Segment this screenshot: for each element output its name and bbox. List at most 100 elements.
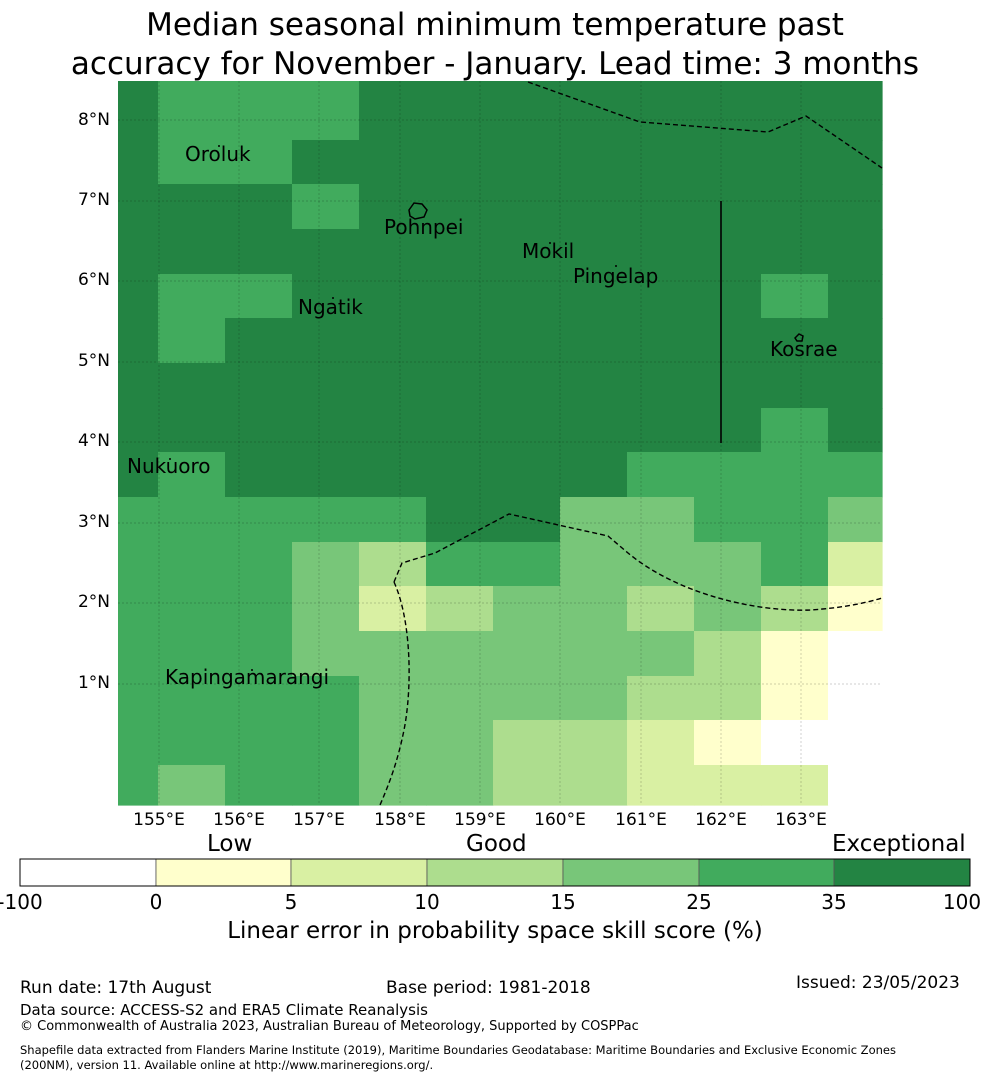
skill-cell bbox=[560, 631, 628, 677]
lat-tick-label: 5°N bbox=[77, 351, 110, 371]
skill-cell bbox=[225, 631, 293, 677]
skill-cell bbox=[761, 631, 829, 677]
skill-cell bbox=[493, 363, 561, 409]
skill-cell bbox=[426, 676, 494, 721]
skill-cell bbox=[359, 363, 427, 409]
skill-cell bbox=[118, 408, 159, 453]
map-title-line-2: accuracy for November - January. Lead ti… bbox=[70, 46, 920, 82]
skill-cell bbox=[225, 542, 293, 587]
skill-cell bbox=[493, 184, 561, 230]
skill-cell bbox=[158, 631, 226, 677]
skill-cell bbox=[118, 497, 159, 543]
skill-cell bbox=[560, 140, 628, 185]
skill-cell bbox=[118, 676, 159, 721]
skill-cell bbox=[627, 586, 695, 632]
data-source: Data source: ACCESS-S2 and ERA5 Climate … bbox=[20, 1001, 428, 1019]
place-label-nukuoro: Nukuoro bbox=[127, 454, 211, 478]
skill-grid bbox=[118, 81, 883, 806]
skill-cell bbox=[158, 184, 226, 230]
lon-tick-label: 156°E bbox=[213, 810, 265, 830]
skill-cell bbox=[292, 363, 360, 409]
skill-cell bbox=[292, 318, 360, 364]
islands bbox=[408, 202, 804, 342]
skill-cell bbox=[359, 408, 427, 453]
lat-tick-label: 8°N bbox=[77, 110, 110, 130]
skill-cell bbox=[560, 720, 628, 766]
skill-cell bbox=[694, 408, 762, 453]
skill-cell bbox=[627, 452, 695, 498]
pohnpei-island-shape bbox=[408, 202, 428, 220]
skill-cell bbox=[493, 542, 561, 587]
skill-cell bbox=[560, 184, 628, 230]
skill-cell bbox=[627, 318, 695, 364]
skill-cell bbox=[560, 497, 628, 543]
skill-cell bbox=[761, 452, 829, 498]
skill-cell bbox=[426, 542, 494, 587]
lon-tick-label: 158°E bbox=[374, 810, 426, 830]
skill-cell bbox=[158, 497, 226, 543]
skill-cell bbox=[158, 274, 226, 319]
skill-cell bbox=[761, 720, 829, 766]
skill-cell bbox=[493, 676, 561, 721]
skill-cell bbox=[359, 631, 427, 677]
skill-cell bbox=[426, 81, 494, 141]
lon-tick-label: 157°E bbox=[293, 810, 345, 830]
category-exceptional: Exceptional bbox=[832, 831, 966, 857]
skill-cell bbox=[828, 81, 883, 141]
skill-cell bbox=[493, 81, 561, 141]
skill-cell bbox=[118, 586, 159, 632]
shapefile-credit-line-2: (200NM), version 11. Available online at… bbox=[20, 1058, 434, 1072]
skill-cell bbox=[560, 363, 628, 409]
colorbar-swatch bbox=[290, 858, 428, 887]
lon-tick-label: 160°E bbox=[534, 810, 586, 830]
skill-cell bbox=[292, 81, 360, 141]
skill-cell bbox=[292, 586, 360, 632]
skill-cell bbox=[359, 184, 427, 230]
island-dots bbox=[169, 145, 617, 671]
skill-cell bbox=[828, 363, 883, 409]
eez-boundary-southwest bbox=[379, 581, 410, 806]
map-title-line-1: Median seasonal minimum temperature past bbox=[146, 7, 844, 43]
skill-cell bbox=[158, 81, 226, 141]
skill-cell bbox=[225, 318, 293, 364]
skill-cell bbox=[225, 452, 293, 498]
skill-cell bbox=[426, 631, 494, 677]
copyright-notice: © Commonwealth of Australia 2023, Austra… bbox=[20, 1019, 639, 1034]
lat-tick-label: 4°N bbox=[77, 431, 110, 451]
skill-cell bbox=[118, 184, 159, 230]
skill-cell bbox=[158, 676, 226, 721]
colorbar-tick-label: 0 bbox=[149, 890, 163, 914]
skill-cell bbox=[292, 140, 360, 185]
skill-cell bbox=[761, 140, 829, 185]
skill-cell bbox=[225, 720, 293, 766]
skill-cell bbox=[694, 631, 762, 677]
skill-cell bbox=[627, 720, 695, 766]
skill-cell bbox=[627, 408, 695, 453]
skill-cell bbox=[118, 140, 159, 185]
skill-cell bbox=[493, 140, 561, 185]
skill-cell bbox=[627, 497, 695, 543]
skill-cell bbox=[694, 318, 762, 364]
colorbar-tick-label: 35 bbox=[821, 890, 847, 914]
skill-cell bbox=[225, 274, 293, 319]
skill-cell bbox=[761, 542, 829, 587]
skill-cell bbox=[694, 720, 762, 766]
skill-cell bbox=[292, 229, 360, 275]
skill-cell bbox=[560, 765, 628, 806]
skill-cell bbox=[426, 497, 494, 543]
skill-cell bbox=[292, 408, 360, 453]
skill-cell bbox=[694, 140, 762, 185]
skill-cell bbox=[627, 363, 695, 409]
skill-cell bbox=[828, 542, 883, 587]
skill-cell bbox=[426, 765, 494, 806]
skill-cell bbox=[225, 81, 293, 141]
skill-cell bbox=[118, 274, 159, 319]
colorbar-tick-label: 5 bbox=[284, 890, 298, 914]
place-label-pohnpei: Pohnpei bbox=[384, 215, 464, 239]
skill-cell bbox=[627, 676, 695, 721]
skill-cell bbox=[292, 542, 360, 587]
skill-cell bbox=[694, 497, 762, 543]
skill-cell bbox=[426, 274, 494, 319]
skill-cell bbox=[761, 765, 829, 806]
